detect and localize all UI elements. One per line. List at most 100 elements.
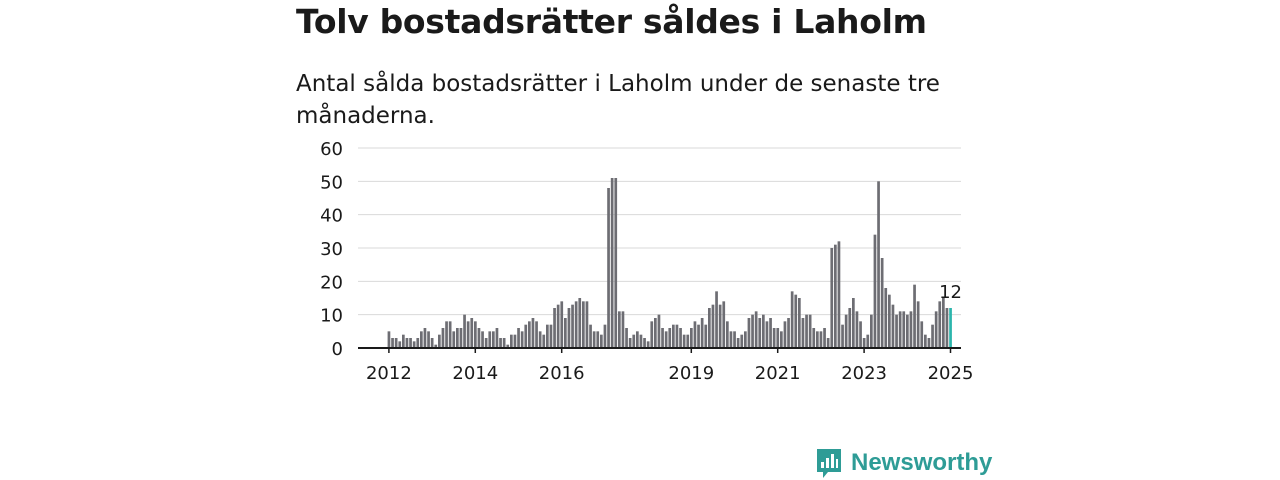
- bar: [668, 328, 672, 348]
- bar: [463, 314, 466, 348]
- bar: [639, 334, 643, 348]
- bar: [747, 318, 751, 348]
- last-bar-data-label: 12: [939, 282, 962, 303]
- bar: [794, 294, 798, 348]
- bar: [884, 288, 888, 348]
- bar: [772, 328, 776, 348]
- bar: [582, 301, 585, 348]
- bar: [722, 301, 726, 348]
- bar: [531, 318, 535, 348]
- bar: [474, 321, 477, 348]
- bar: [765, 321, 769, 348]
- y-tick-label: 20: [320, 272, 343, 293]
- bar: [754, 311, 758, 348]
- bar: [596, 331, 600, 348]
- bar: [556, 304, 560, 348]
- bar: [466, 321, 470, 348]
- bar: [438, 334, 441, 348]
- bar: [600, 334, 603, 348]
- bar: [657, 314, 661, 348]
- bar: [567, 308, 571, 348]
- x-tick-label: 2023: [841, 363, 887, 384]
- bar: [891, 304, 895, 348]
- x-axis-ticks: 2012 2014 2016 2019 2021 2023 2025: [366, 348, 973, 384]
- bar: [819, 331, 823, 348]
- bar: [632, 334, 636, 348]
- bar: [420, 331, 423, 348]
- x-tick-label: 2021: [755, 363, 801, 384]
- bar: [877, 181, 880, 348]
- bar: [571, 304, 574, 348]
- bar: [733, 331, 736, 348]
- y-tick-label: 30: [320, 239, 343, 260]
- bar: [564, 318, 567, 348]
- bar: [902, 311, 906, 348]
- bar: [416, 338, 420, 348]
- bar: [459, 328, 463, 348]
- x-tick-label: 2025: [928, 363, 974, 384]
- bar: [790, 291, 794, 348]
- bar: [646, 341, 650, 348]
- bar: [664, 331, 668, 348]
- bar: [945, 308, 949, 348]
- bar: [654, 318, 657, 348]
- bar: [520, 331, 524, 348]
- brand-name: Newsworthy: [851, 449, 993, 476]
- bar: [481, 331, 484, 348]
- bar: [931, 324, 934, 348]
- bar: [729, 331, 733, 348]
- bar: [578, 298, 582, 348]
- bar: [808, 314, 812, 348]
- bar: [844, 314, 848, 348]
- bar: [823, 328, 826, 348]
- bar: [909, 311, 913, 348]
- bar: [837, 241, 841, 348]
- bar: [423, 328, 427, 348]
- bar: [841, 324, 844, 348]
- bar: [700, 318, 704, 348]
- bar: [675, 324, 679, 348]
- bar: [927, 338, 931, 348]
- bar: [650, 321, 654, 348]
- bar: [610, 178, 614, 348]
- bar: [625, 328, 628, 348]
- bar: [682, 334, 686, 348]
- bar: [448, 321, 452, 348]
- chart-title: Tolv bostadsrätter såldes i Laholm: [296, 2, 927, 41]
- bar: [906, 314, 909, 348]
- newsworthy-brand: Newsworthy: [815, 446, 992, 480]
- bar: [758, 318, 762, 348]
- bar: [513, 334, 517, 348]
- bar: [783, 321, 787, 348]
- newsworthy-logo-icon: [817, 449, 841, 478]
- chart-subtitle: Antal sålda bostadsrätter i Laholm under…: [296, 71, 940, 129]
- bar: [405, 338, 409, 348]
- bar: [672, 324, 675, 348]
- bar: [470, 318, 474, 348]
- bar: [880, 258, 884, 348]
- bar: [913, 284, 916, 348]
- bar: [441, 328, 445, 348]
- bar: [848, 308, 852, 348]
- bar: [618, 311, 621, 348]
- y-gridlines: [358, 147, 961, 316]
- bar: [477, 328, 481, 348]
- bar: [402, 334, 405, 348]
- bar: [862, 338, 866, 348]
- bar: [805, 314, 808, 348]
- bar: [690, 328, 693, 348]
- bar: [916, 301, 920, 348]
- bar: [535, 321, 538, 348]
- y-tick-label: 50: [320, 172, 343, 193]
- bar: [870, 314, 873, 348]
- y-tick-label: 10: [320, 306, 343, 327]
- bar: [499, 338, 502, 348]
- bar: [628, 338, 632, 348]
- bar: [391, 338, 394, 348]
- bar: [560, 301, 564, 348]
- bar: [412, 341, 416, 348]
- bar: [726, 321, 729, 348]
- y-tick-label: 0: [332, 339, 343, 360]
- bar: [553, 308, 556, 348]
